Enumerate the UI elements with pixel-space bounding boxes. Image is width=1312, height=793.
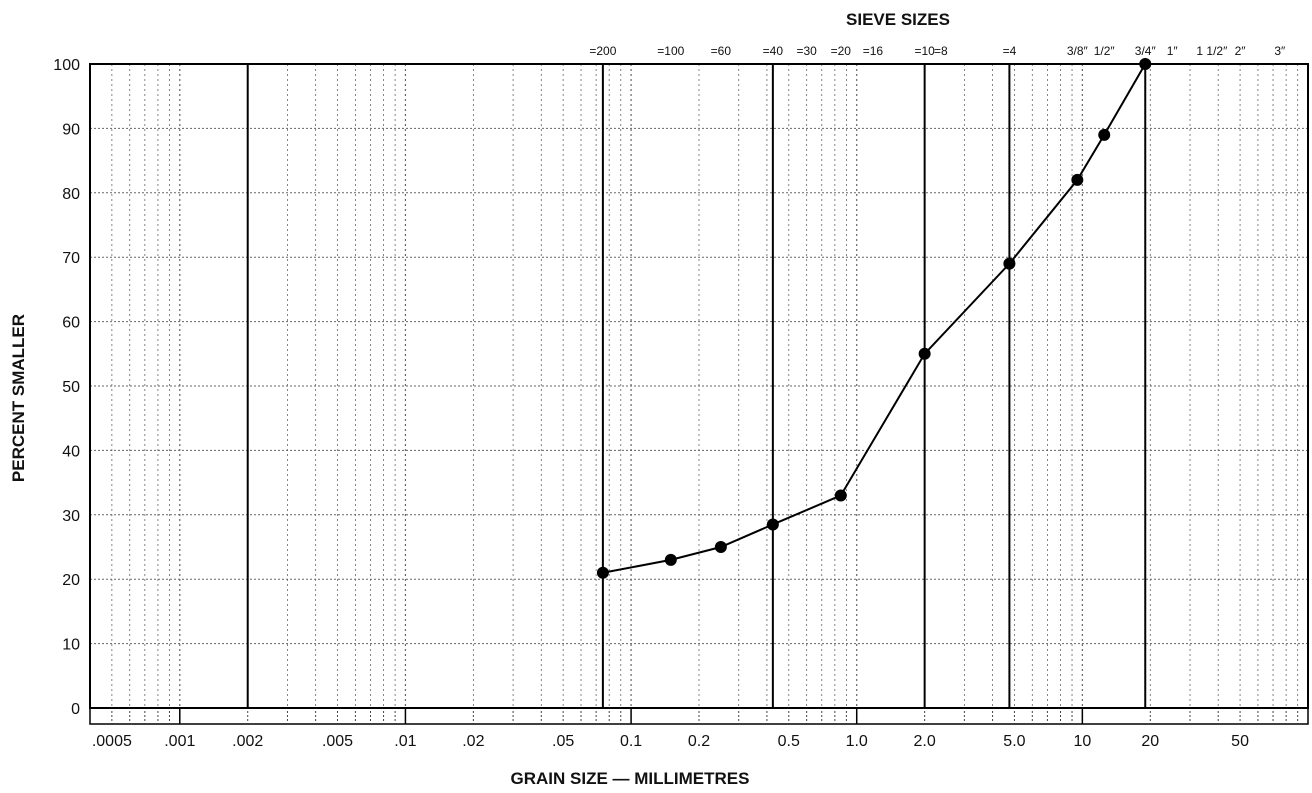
sieve-label: 3″ [1274, 44, 1286, 58]
sieve-label: =200 [589, 44, 616, 58]
data-point [1098, 128, 1111, 141]
data-point [918, 347, 931, 360]
y-tick-label: 80 [62, 186, 80, 203]
data-point [834, 489, 847, 502]
y-tick-label: 10 [62, 637, 80, 654]
sieve-label: =16 [863, 44, 884, 58]
x-tick-label: .02 [462, 733, 484, 750]
series-line [602, 63, 1147, 574]
y-tick-label: 60 [62, 315, 80, 332]
sieve-label: 3/8″ [1067, 44, 1089, 58]
data-point [714, 541, 727, 553]
x-tick-label: 2.0 [914, 733, 936, 750]
x-tick-label: .001 [164, 733, 195, 750]
x-axis-strip [89, 707, 1309, 725]
y-tick-label: 0 [71, 701, 80, 718]
reference-lines [246, 64, 1147, 708]
y-tick-label: 20 [62, 572, 80, 589]
x-tick-label: .0005 [92, 733, 132, 750]
sieve-label: =4 [1003, 44, 1017, 58]
sieve-label: =10 [914, 44, 935, 58]
x-axis-title: GRAIN SIZE — MILLIMETRES [511, 769, 750, 788]
y-tick-label: 90 [62, 121, 80, 138]
data-point [1139, 58, 1152, 70]
sieve-label: =30 [796, 44, 817, 58]
y-tick-label: 40 [62, 443, 80, 460]
x-tick-label: 10 [1073, 733, 1091, 750]
data-point [1003, 257, 1016, 270]
grid [90, 64, 1308, 708]
y-tick-label: 30 [62, 508, 80, 525]
sieve-label: =40 [763, 44, 784, 58]
x-tick-label: 0.1 [620, 733, 642, 750]
sieve-label: 1 1/2″ [1196, 44, 1228, 58]
sieve-size-labels: =200 =100 =60 =40 =30 =20 =16 =10 =8 =4 3/8″ 1/2″ 3/… [589, 44, 1286, 58]
x-tick-label: .01 [394, 733, 416, 750]
sieve-label: 1/2″ [1094, 44, 1116, 58]
sieve-label: 2″ [1235, 44, 1247, 58]
x-tick-label: 5.0 [1003, 733, 1025, 750]
y-tick-label: 70 [62, 250, 80, 267]
data-point [1071, 173, 1084, 186]
data-point [596, 566, 609, 579]
data-series [596, 58, 1152, 579]
x-tick-label: 20 [1141, 733, 1159, 750]
sieve-label: =100 [657, 44, 684, 58]
x-tick-label: 0.2 [688, 733, 710, 750]
x-tick-labels: .0005 .001 .002 .005 .01 .02 .05 0.1 0.2 0.5 1.0 2.… [92, 733, 1249, 750]
sieve-label: 1″ [1167, 44, 1179, 58]
sieve-label: =20 [831, 44, 852, 58]
sieve-label: 3/4″ [1135, 44, 1157, 58]
chart-title: SIEVE SIZES [846, 10, 950, 29]
x-tick-label: 50 [1231, 733, 1249, 750]
y-tick-label: 50 [62, 379, 80, 396]
y-axis-title: PERCENT SMALLER [9, 314, 28, 482]
y-tick-labels: 0 10 20 30 40 50 60 70 80 90 100 [53, 57, 80, 718]
y-tick-label: 100 [53, 57, 80, 74]
sieve-label: =8 [934, 44, 948, 58]
x-tick-label: .005 [322, 733, 353, 750]
sieve-label: =60 [711, 44, 732, 58]
data-point [664, 553, 677, 566]
strip-frame [89, 707, 1309, 725]
x-tick-label: .002 [232, 733, 263, 750]
x-tick-label: .05 [552, 733, 574, 750]
x-tick-label: 1.0 [846, 733, 868, 750]
x-tick-label: 0.5 [778, 733, 800, 750]
data-point [766, 518, 779, 531]
